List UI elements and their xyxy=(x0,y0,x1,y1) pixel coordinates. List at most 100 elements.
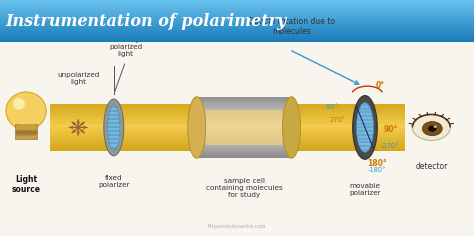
Bar xyxy=(197,127,292,130)
Bar xyxy=(50,116,405,118)
FancyBboxPatch shape xyxy=(0,25,474,27)
Text: Optical rotation due to
molecules: Optical rotation due to molecules xyxy=(248,17,335,36)
Text: Instrumentation of polarimetry: Instrumentation of polarimetry xyxy=(6,13,287,30)
FancyBboxPatch shape xyxy=(0,18,474,20)
Text: Linearly
polarized
light: Linearly polarized light xyxy=(109,37,142,57)
Ellipse shape xyxy=(353,96,377,159)
FancyBboxPatch shape xyxy=(0,7,474,8)
FancyBboxPatch shape xyxy=(0,30,474,31)
FancyBboxPatch shape xyxy=(0,31,474,33)
Bar xyxy=(197,107,292,109)
Bar xyxy=(206,110,282,145)
Bar xyxy=(197,119,292,121)
FancyBboxPatch shape xyxy=(15,124,37,129)
Bar xyxy=(50,109,405,111)
FancyBboxPatch shape xyxy=(0,17,474,18)
FancyBboxPatch shape xyxy=(0,11,474,13)
Bar xyxy=(50,142,405,144)
Bar xyxy=(197,138,292,140)
Ellipse shape xyxy=(283,97,301,158)
Bar xyxy=(50,104,405,106)
FancyBboxPatch shape xyxy=(0,24,474,25)
Bar xyxy=(50,130,405,132)
Ellipse shape xyxy=(428,126,437,132)
Text: 90°: 90° xyxy=(384,125,398,134)
Ellipse shape xyxy=(412,114,450,140)
FancyBboxPatch shape xyxy=(0,40,474,41)
Bar xyxy=(197,101,292,103)
Bar xyxy=(50,106,405,109)
FancyBboxPatch shape xyxy=(15,130,37,134)
FancyBboxPatch shape xyxy=(0,33,474,34)
FancyBboxPatch shape xyxy=(0,4,474,6)
Text: 0°: 0° xyxy=(375,81,384,90)
FancyBboxPatch shape xyxy=(0,37,474,38)
Bar xyxy=(197,156,292,158)
FancyBboxPatch shape xyxy=(0,10,474,11)
Ellipse shape xyxy=(104,99,124,156)
Bar xyxy=(197,152,292,154)
Text: sample cell
containing molecules
for study: sample cell containing molecules for stu… xyxy=(206,178,283,198)
Bar xyxy=(50,149,405,151)
FancyBboxPatch shape xyxy=(0,38,474,40)
Text: 180°: 180° xyxy=(367,159,387,168)
Bar xyxy=(197,111,292,113)
Bar xyxy=(197,134,292,136)
FancyBboxPatch shape xyxy=(0,20,474,21)
FancyBboxPatch shape xyxy=(18,124,35,130)
Text: -180°: -180° xyxy=(367,167,386,173)
FancyBboxPatch shape xyxy=(0,16,474,17)
Bar xyxy=(197,136,292,138)
Ellipse shape xyxy=(6,92,46,130)
Text: unpolarized
light: unpolarized light xyxy=(57,72,100,85)
Bar xyxy=(197,117,292,119)
Bar xyxy=(197,109,292,111)
Bar xyxy=(197,150,292,152)
Text: 270°: 270° xyxy=(329,117,346,122)
Bar xyxy=(50,127,405,130)
Bar xyxy=(50,137,405,139)
FancyBboxPatch shape xyxy=(0,35,474,37)
FancyBboxPatch shape xyxy=(0,1,474,3)
Text: fixed
polarizer: fixed polarizer xyxy=(98,175,129,188)
Bar xyxy=(50,125,405,127)
Bar xyxy=(197,103,292,105)
Text: -90°: -90° xyxy=(325,104,339,110)
Bar xyxy=(50,135,405,137)
Ellipse shape xyxy=(188,97,206,158)
FancyBboxPatch shape xyxy=(0,21,474,23)
Bar xyxy=(197,99,292,101)
Text: Priyamstudycentre.com: Priyamstudycentre.com xyxy=(208,224,266,229)
FancyBboxPatch shape xyxy=(0,8,474,10)
Bar xyxy=(50,144,405,146)
FancyBboxPatch shape xyxy=(15,135,37,139)
FancyBboxPatch shape xyxy=(0,6,474,7)
Bar xyxy=(197,123,292,125)
Ellipse shape xyxy=(108,105,120,150)
FancyBboxPatch shape xyxy=(0,41,474,42)
Bar xyxy=(197,130,292,131)
Bar xyxy=(50,139,405,142)
FancyBboxPatch shape xyxy=(0,3,474,4)
FancyBboxPatch shape xyxy=(0,27,474,28)
Bar xyxy=(197,121,292,123)
Ellipse shape xyxy=(13,98,25,110)
Bar xyxy=(197,146,292,148)
FancyBboxPatch shape xyxy=(0,0,474,1)
Bar xyxy=(197,115,292,117)
Ellipse shape xyxy=(107,113,120,142)
Text: Light
source: Light source xyxy=(11,175,41,194)
Bar xyxy=(197,105,292,107)
Bar xyxy=(197,125,292,127)
Text: -270°: -270° xyxy=(381,143,399,148)
Bar xyxy=(50,146,405,149)
FancyBboxPatch shape xyxy=(0,34,474,35)
Bar xyxy=(197,144,292,146)
Bar xyxy=(50,123,405,125)
Ellipse shape xyxy=(422,122,442,136)
FancyBboxPatch shape xyxy=(0,14,474,16)
Bar xyxy=(50,120,405,123)
Bar xyxy=(50,113,405,116)
Bar xyxy=(197,97,292,99)
Ellipse shape xyxy=(356,103,374,152)
